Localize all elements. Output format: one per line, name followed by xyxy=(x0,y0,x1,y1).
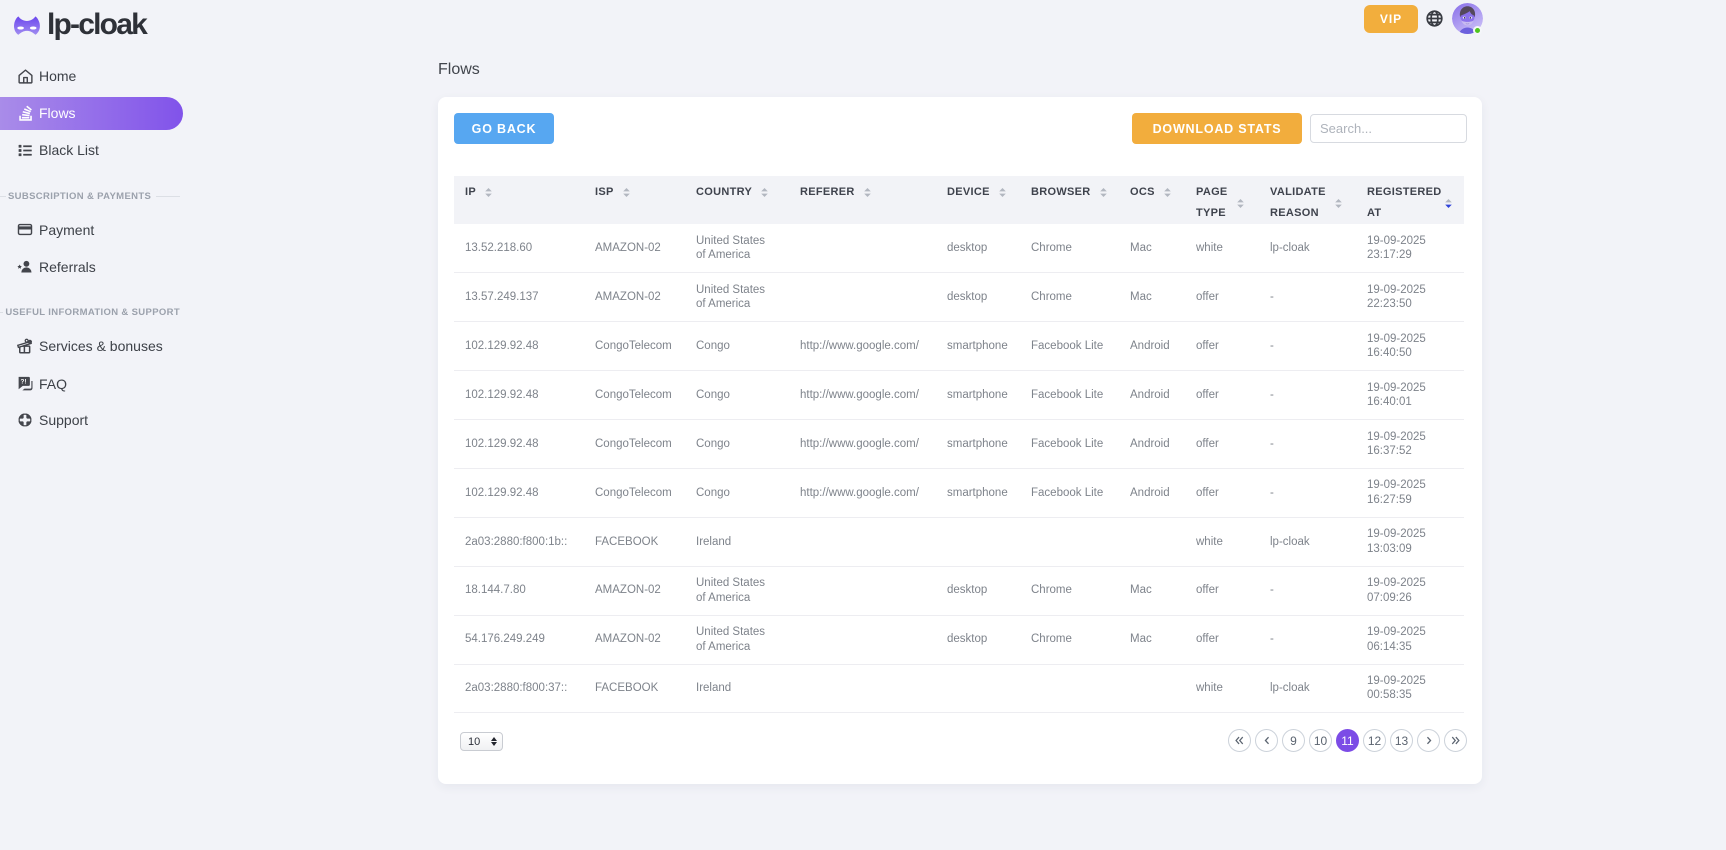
svg-text:?!: ?! xyxy=(21,378,27,385)
